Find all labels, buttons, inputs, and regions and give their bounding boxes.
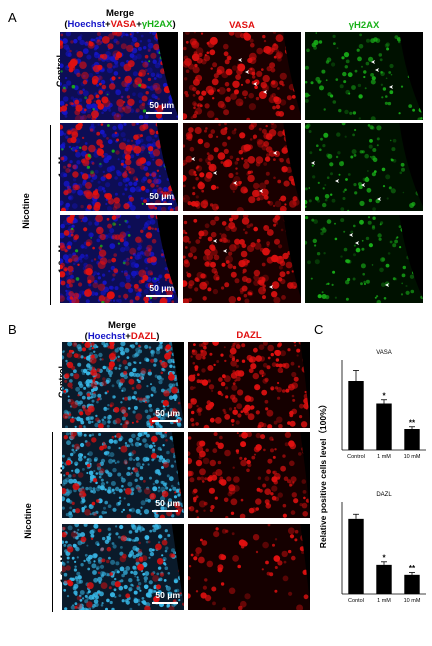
merge-tile-b-1: 50 μm bbox=[62, 342, 184, 428]
gh2ax-label: γH2AX bbox=[141, 19, 173, 30]
arrowhead-marker bbox=[375, 68, 379, 72]
merge-header-title: Merge bbox=[108, 320, 136, 331]
arrowhead-marker bbox=[355, 241, 359, 245]
paren-open: ( bbox=[64, 19, 68, 30]
hoechst-label: Hoechst bbox=[67, 19, 106, 30]
plus-sign: + bbox=[125, 331, 131, 342]
dazl-label: DAZL bbox=[130, 331, 157, 342]
scale-bar bbox=[152, 602, 178, 604]
merge-tile-b-3: 50 μm bbox=[62, 524, 184, 610]
arrowhead-marker bbox=[191, 157, 195, 161]
merge-tile-b-2: 50 μm bbox=[62, 432, 184, 518]
arrowhead-marker bbox=[263, 90, 267, 94]
panel-c-letter: C bbox=[314, 322, 324, 337]
bar bbox=[348, 381, 364, 450]
significance-label: * bbox=[382, 391, 386, 400]
arrowhead-marker bbox=[245, 70, 249, 74]
vasa-label: VASA bbox=[110, 19, 137, 30]
dazl-tile-b-3 bbox=[188, 524, 310, 610]
scale-bar-label: 50 μm bbox=[149, 191, 174, 201]
arrowhead-marker bbox=[253, 82, 257, 86]
panel-a-vasa-header: VASA bbox=[229, 20, 255, 31]
scale-bar-label: 50 μm bbox=[155, 590, 180, 600]
scale-bar bbox=[146, 203, 172, 205]
bar bbox=[376, 403, 392, 450]
panel-b-nicotine-bracket bbox=[52, 432, 53, 612]
bar bbox=[348, 518, 364, 594]
bar bbox=[404, 429, 420, 450]
arrowhead-marker bbox=[259, 189, 263, 193]
arrowhead-marker bbox=[311, 161, 315, 165]
scale-bar bbox=[152, 420, 178, 422]
hoechst-label: Hoechst bbox=[87, 331, 126, 342]
arrowhead-marker bbox=[238, 58, 242, 62]
scale-bar-label: 50 μm bbox=[149, 100, 174, 110]
scale-bar-label: 50 μm bbox=[155, 408, 180, 418]
significance-label: * bbox=[382, 553, 386, 562]
panel-a-letter: A bbox=[8, 10, 17, 25]
scale-bar-label: 50 μm bbox=[155, 498, 180, 508]
merge-header-channels: (Hoechst+VASA+γH2AX) bbox=[58, 19, 182, 30]
panel-a-merge-header: Merge (Hoechst+VASA+γH2AX) bbox=[58, 8, 182, 30]
arrowhead-marker bbox=[335, 179, 339, 183]
x-tick-label: 10 mM bbox=[404, 598, 421, 604]
arrowhead-marker bbox=[371, 60, 375, 64]
scale-bar bbox=[146, 112, 172, 114]
significance-label: ** bbox=[409, 564, 416, 573]
vasa-tile-a-3 bbox=[183, 215, 301, 303]
dazl-tile-b-2 bbox=[188, 432, 310, 518]
plus-sign: + bbox=[105, 19, 111, 30]
arrowhead-marker bbox=[385, 283, 389, 287]
scale-bar bbox=[146, 295, 172, 297]
bar bbox=[404, 574, 420, 594]
panel-b-letter: B bbox=[8, 322, 17, 337]
chart-title: DAZL bbox=[376, 492, 392, 498]
arrowhead-marker bbox=[233, 181, 237, 185]
paren-close: ) bbox=[172, 19, 176, 30]
vasa-tile-a-2 bbox=[183, 123, 301, 211]
vasa-tile-a-1 bbox=[183, 32, 301, 120]
arrowhead-marker bbox=[213, 239, 217, 243]
merge-tile-a-2: 50 μm bbox=[60, 123, 178, 211]
merge-tile-a-1: 50 μm bbox=[60, 32, 178, 120]
arrowhead-marker bbox=[377, 197, 381, 201]
dazl-tile-b-1 bbox=[188, 342, 310, 428]
x-tick-label: Contol bbox=[348, 598, 364, 604]
x-tick-label: 10 mM bbox=[404, 454, 421, 460]
gh2ax-tile-a-2 bbox=[305, 123, 423, 211]
merge-header-channels: (Hoechst+DAZL) bbox=[60, 331, 184, 342]
x-tick-label: 1 mM bbox=[377, 454, 391, 460]
scale-bar-label: 50 μm bbox=[149, 283, 174, 293]
gh2ax-tile-a-1 bbox=[305, 32, 423, 120]
panel-b-nicotine-label: Nicotine bbox=[23, 503, 33, 539]
panel-b-merge-header: Merge (Hoechst+DAZL) bbox=[60, 320, 184, 342]
panel-a-gh2ax-header: γH2AX bbox=[348, 20, 380, 31]
arrowhead-marker bbox=[389, 85, 393, 89]
panel-c-charts: VASA Control * 1 mM ** 10 mM DAZL Contol * 1 mM **… bbox=[341, 350, 426, 604]
panel-c-ylabel: Relative positive cells level（100%） bbox=[318, 399, 328, 549]
arrowhead-marker bbox=[269, 285, 273, 289]
panel-b-dazl-header: DAZL bbox=[236, 330, 262, 341]
arrowhead-marker bbox=[361, 183, 365, 187]
x-tick-label: Control bbox=[347, 454, 365, 460]
paren-close: ) bbox=[156, 331, 160, 342]
arrowhead-marker bbox=[349, 233, 353, 237]
panel-a-nicotine-bracket bbox=[50, 125, 51, 305]
arrowhead-marker bbox=[223, 249, 227, 253]
bar bbox=[376, 564, 392, 594]
significance-label: ** bbox=[409, 418, 416, 427]
scale-bar bbox=[152, 510, 178, 512]
paren-open: ( bbox=[84, 331, 88, 342]
arrowhead-marker bbox=[213, 171, 217, 175]
gh2ax-tile-a-3 bbox=[305, 215, 423, 303]
x-tick-label: 1 mM bbox=[377, 598, 391, 604]
merge-header-title: Merge bbox=[106, 8, 134, 19]
merge-tile-a-3: 50 μm bbox=[60, 215, 178, 303]
chart-title: VASA bbox=[376, 350, 392, 356]
arrowhead-marker bbox=[273, 151, 277, 155]
plus-sign: + bbox=[136, 19, 142, 30]
panel-a-nicotine-label: Nicotine bbox=[21, 193, 31, 229]
